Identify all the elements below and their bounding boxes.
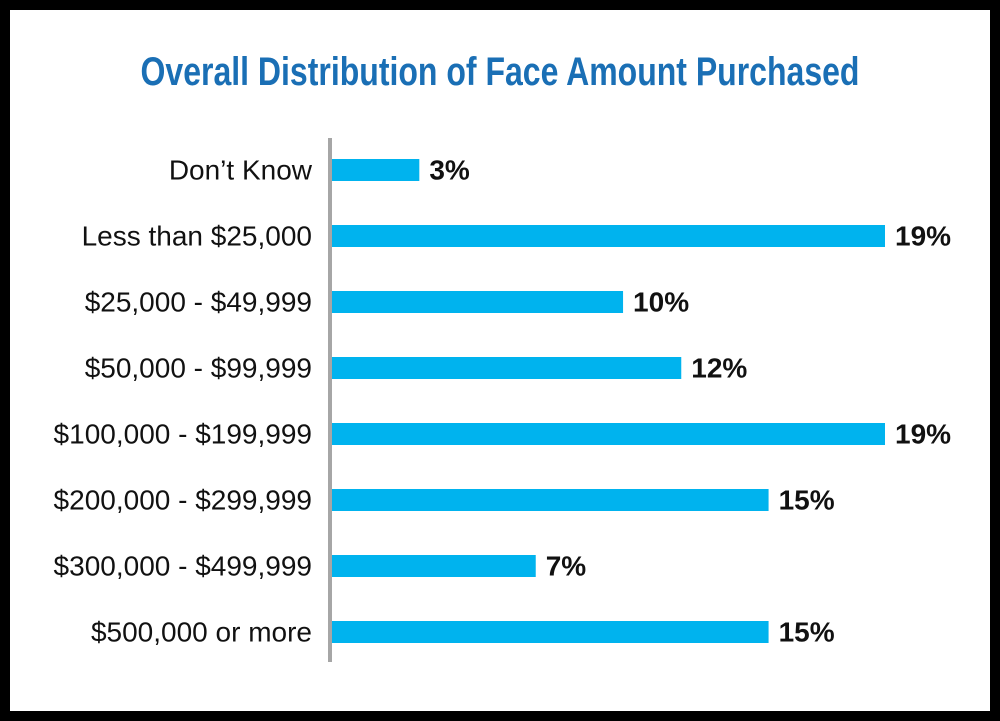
value-label-200-000-299-999: 15% (779, 485, 835, 516)
value-label-25-000-49-999: 10% (633, 287, 689, 318)
category-label-500-000-or-more: $500,000 or more (91, 617, 312, 648)
category-label-don-t-know: Don’t Know (169, 155, 313, 186)
category-label-100-000-199-999: $100,000 - $199,999 (54, 419, 312, 450)
value-label-don-t-know: 3% (429, 155, 470, 186)
bar-25-000-49-999 (332, 291, 624, 313)
value-label-less-than-25-000: 19% (895, 221, 951, 252)
bar-100-000-199-999 (332, 423, 885, 445)
bar-300-000-499-999 (332, 555, 536, 577)
value-label-300-000-499-999: 7% (546, 551, 587, 582)
bar-200-000-299-999 (332, 489, 769, 511)
category-label-200-000-299-999: $200,000 - $299,999 (54, 485, 312, 516)
category-label-300-000-499-999: $300,000 - $499,999 (54, 551, 312, 582)
value-label-500-000-or-more: 15% (779, 617, 835, 648)
bar-don-t-know (332, 159, 420, 181)
bar-500-000-or-more (332, 621, 769, 643)
value-label-100-000-199-999: 19% (895, 419, 951, 450)
chart-frame: Overall Distribution of Face Amount Purc… (10, 10, 990, 711)
chart-title: Overall Distribution of Face Amount Purc… (140, 50, 860, 94)
value-label-50-000-99-999: 12% (691, 353, 747, 384)
bar-less-than-25-000 (332, 225, 885, 247)
bars (332, 159, 885, 643)
bar-chart: Don’t Know Less than $25,000 $25,000 - $49… (54, 138, 951, 662)
category-labels: Don’t Know Less than $25,000 $25,000 - $49… (54, 155, 313, 648)
category-label-less-than-25-000: Less than $25,000 (82, 221, 312, 252)
category-label-25-000-49-999: $25,000 - $49,999 (85, 287, 312, 318)
category-label-50-000-99-999: $50,000 - $99,999 (85, 353, 312, 384)
value-labels: 3% 19% 10% 12% 19% 15% 7% 15% (429, 155, 951, 648)
bar-50-000-99-999 (332, 357, 682, 379)
